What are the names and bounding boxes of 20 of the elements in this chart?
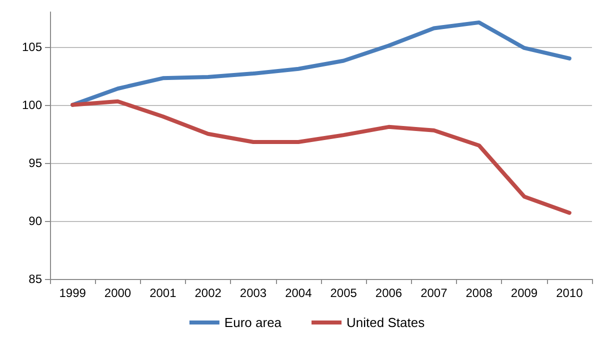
x-tick-label: 2010	[556, 286, 584, 300]
x-tick-label: 2002	[194, 286, 222, 300]
y-tick-label: 90	[28, 214, 42, 228]
x-tick-label: 2003	[240, 286, 267, 300]
y-tick-label: 85	[28, 272, 42, 286]
x-tick-label: 2005	[330, 286, 358, 300]
x-tick-label: 2004	[285, 286, 312, 300]
x-tick-label: 2001	[150, 286, 177, 300]
x-tick-label: 2009	[510, 286, 538, 300]
y-tick-label: 105	[22, 40, 42, 54]
y-tick-label: 95	[28, 156, 42, 170]
legend-label: Euro area	[224, 315, 282, 330]
x-tick-label: 2008	[466, 286, 493, 300]
x-tick-label: 1999	[59, 286, 86, 300]
legend-label: United States	[346, 315, 426, 330]
x-tick-label: 2007	[420, 286, 448, 300]
x-tick-label: 2000	[104, 286, 132, 300]
line-series	[70, 99, 572, 215]
y-tick-label: 100	[22, 98, 42, 112]
x-tick-label: 2006	[375, 286, 402, 300]
